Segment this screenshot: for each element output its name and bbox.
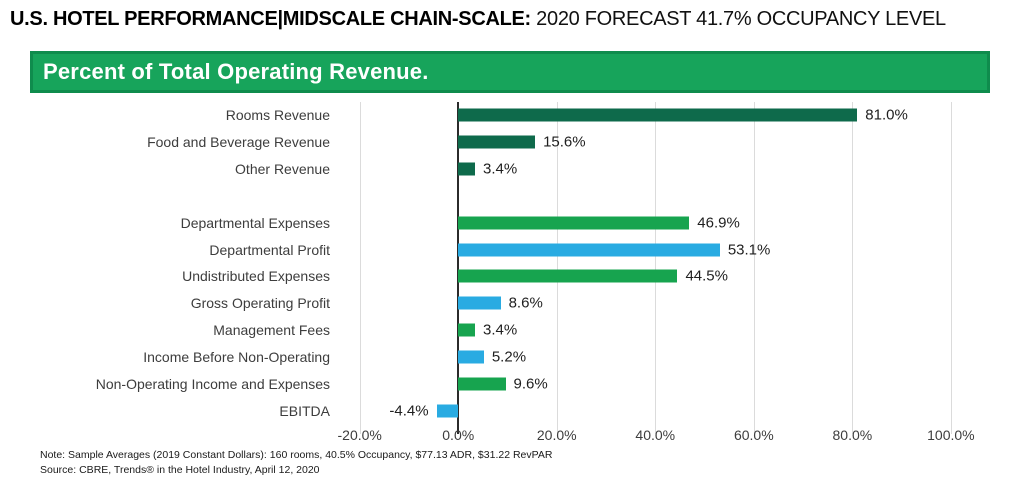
value-label: -4.4% [389, 402, 429, 420]
plot-area: 81.0% 15.6% 3.4% 46.9% 53.1% 44.5% 8.6% 3.4% 5.2… [340, 102, 1010, 434]
bar-row: 46.9% [340, 209, 1010, 236]
chart-title-banner: Percent of Total Operating Revenue. [30, 51, 990, 93]
x-tick-label: 100.0% [927, 427, 975, 443]
category-label: Management Fees [213, 322, 330, 339]
x-tick-label: 80.0% [832, 427, 873, 443]
bar-row: 53.1% [340, 236, 1010, 263]
value-label: 46.9% [697, 214, 740, 232]
chart-title: Percent of Total Operating Revenue. [43, 59, 429, 84]
value-label: 3.4% [482, 160, 518, 178]
value-label: 44.5% [685, 267, 728, 285]
category-labels: Rooms Revenue Food and Beverage Revenue Ot… [0, 102, 330, 424]
bar [458, 216, 690, 230]
x-axis: -20.0% 0.0% 20.0% 40.0% 60.0% 80.0% 100.0% [337, 425, 1010, 444]
gridline [753, 102, 755, 434]
category-label: Undistributed Expenses [182, 268, 330, 285]
category-label: Food and Beverage Revenue [147, 134, 330, 151]
value-label: 81.0% [865, 106, 908, 124]
gridline [556, 102, 558, 434]
bar-row: 3.4% [340, 317, 1010, 344]
bar-row: 3.4% [340, 156, 1010, 183]
bar-chart: Rooms Revenue Food and Beverage Revenue Ot… [0, 102, 1024, 434]
bar [458, 377, 506, 391]
category-label: Other Revenue [235, 161, 330, 178]
value-label: 3.4% [482, 321, 518, 339]
page-title: U.S. HOTEL PERFORMANCE|MIDSCALE CHAIN-SC… [0, 0, 1024, 31]
page-title-primary: U.S. HOTEL PERFORMANCE|MIDSCALE CHAIN-SC… [10, 8, 531, 30]
zero-axis-line [457, 102, 460, 434]
bar-row: 9.6% [340, 370, 1010, 397]
category-label: Departmental Profit [209, 241, 330, 258]
bar [436, 404, 459, 418]
bar-row: 5.2% [340, 344, 1010, 371]
bar [458, 296, 501, 310]
category-label-spacer [0, 183, 330, 210]
bar-row: 8.6% [340, 290, 1010, 317]
source-line: Source: CBRE, Trends® in the Hotel Indus… [40, 463, 320, 476]
category-label: Departmental Expenses [180, 214, 330, 231]
bar [458, 269, 678, 283]
x-tick-label: 60.0% [733, 427, 774, 443]
bar-row: 44.5% [340, 263, 1010, 290]
footnotes: Note: Sample Averages (2019 Constant Dol… [40, 448, 1024, 477]
bar [458, 323, 475, 337]
bar-row: 81.0% [340, 102, 1010, 129]
category-label: EBITDA [279, 402, 330, 419]
category-label: Gross Operating Profit [190, 295, 330, 312]
gridline [852, 102, 854, 434]
gridline [950, 102, 952, 434]
gridline [359, 102, 361, 434]
bar [458, 162, 475, 176]
note-line: Note: Sample Averages (2019 Constant Dol… [40, 449, 553, 461]
bar-row: 15.6% [340, 129, 1010, 156]
bar-row: -4.4% [340, 397, 1010, 424]
page-title-secondary: 2020 FORECAST 41.7% OCCUPANCY LEVEL [530, 8, 946, 30]
x-tick-label: 40.0% [635, 427, 676, 443]
bar [458, 135, 536, 149]
category-label: Rooms Revenue [225, 107, 330, 124]
x-tick-label: 20.0% [536, 427, 577, 443]
category-label: Income Before Non-Operating [143, 348, 330, 365]
value-label: 15.6% [543, 133, 586, 151]
bar [458, 350, 484, 364]
bar [458, 108, 858, 122]
value-label: 9.6% [513, 375, 548, 393]
bar [458, 243, 720, 257]
category-label: Non-Operating Income and Expenses [95, 375, 330, 392]
x-tick-label: 0.0% [442, 427, 475, 443]
value-label: 5.2% [491, 348, 527, 366]
x-tick-label: -20.0% [337, 427, 382, 443]
value-label: 8.6% [508, 294, 543, 312]
value-label: 53.1% [727, 241, 771, 259]
gridline [655, 102, 657, 434]
